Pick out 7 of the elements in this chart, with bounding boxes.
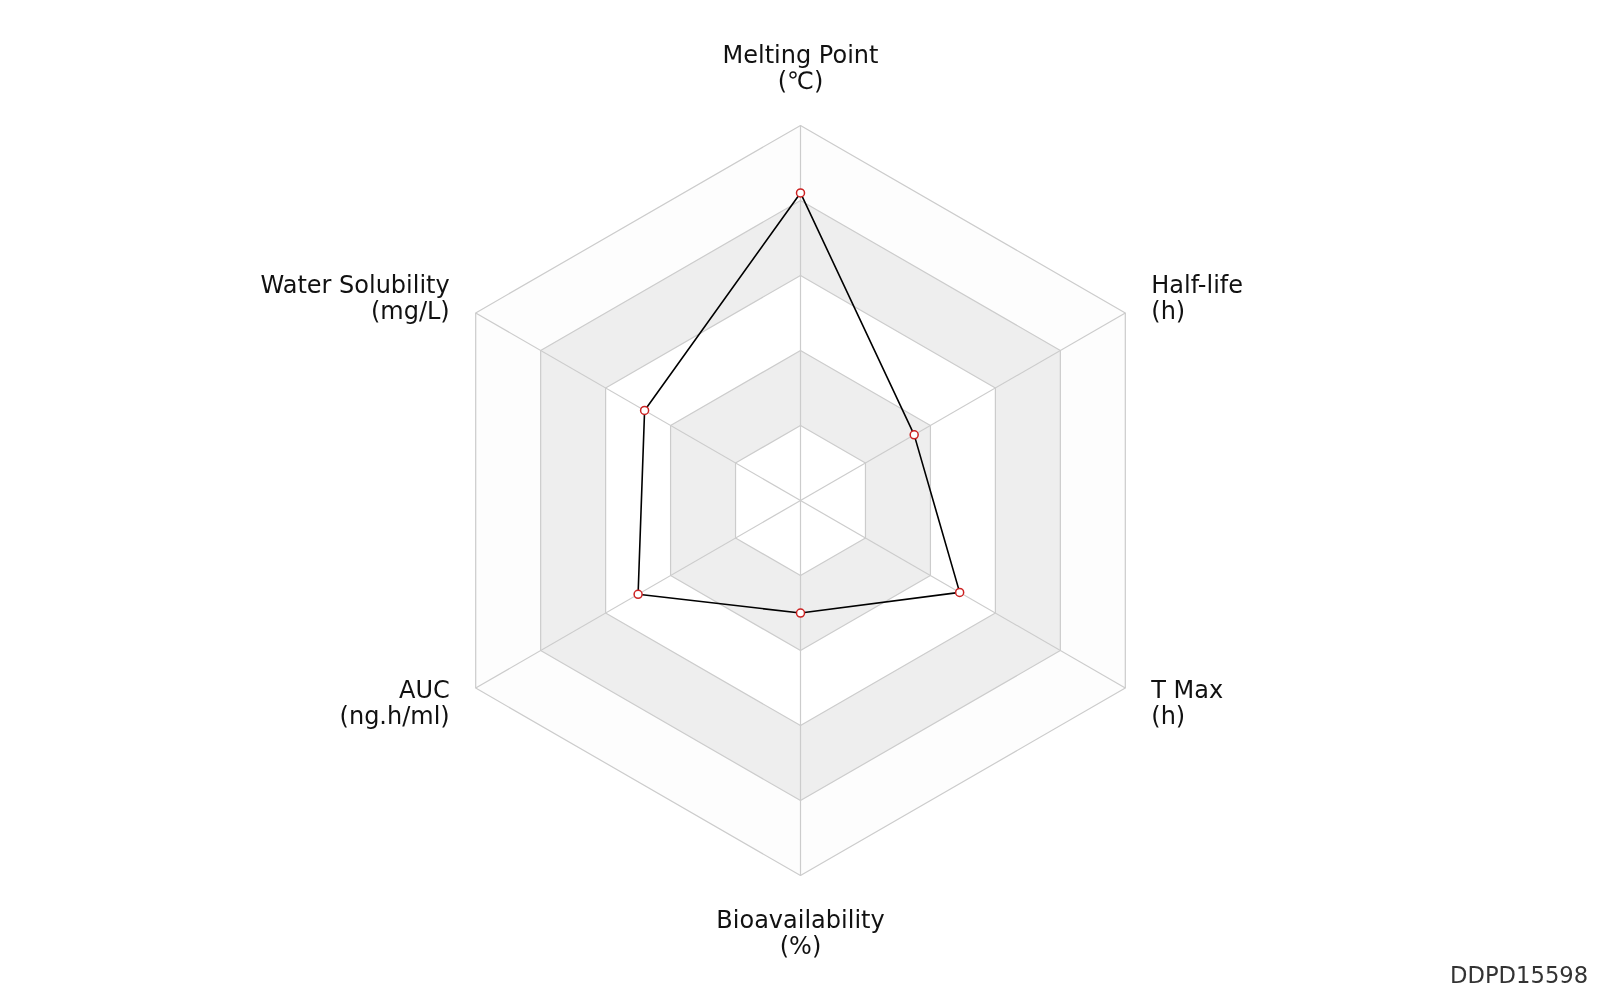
spoke-label: T Max (h) [1150,675,1224,731]
spoke-label: Water Solubility (mg/L) [260,270,450,326]
text: DDPD15598 [1450,962,1589,989]
spoke-label: Melting Point (℃) [722,41,879,96]
spoke-label: Half-life (h) [1151,270,1244,326]
spoke-label: Bioavailability (%) [716,905,885,960]
spoke-label: AUC (ng.h/ml) [339,675,450,731]
